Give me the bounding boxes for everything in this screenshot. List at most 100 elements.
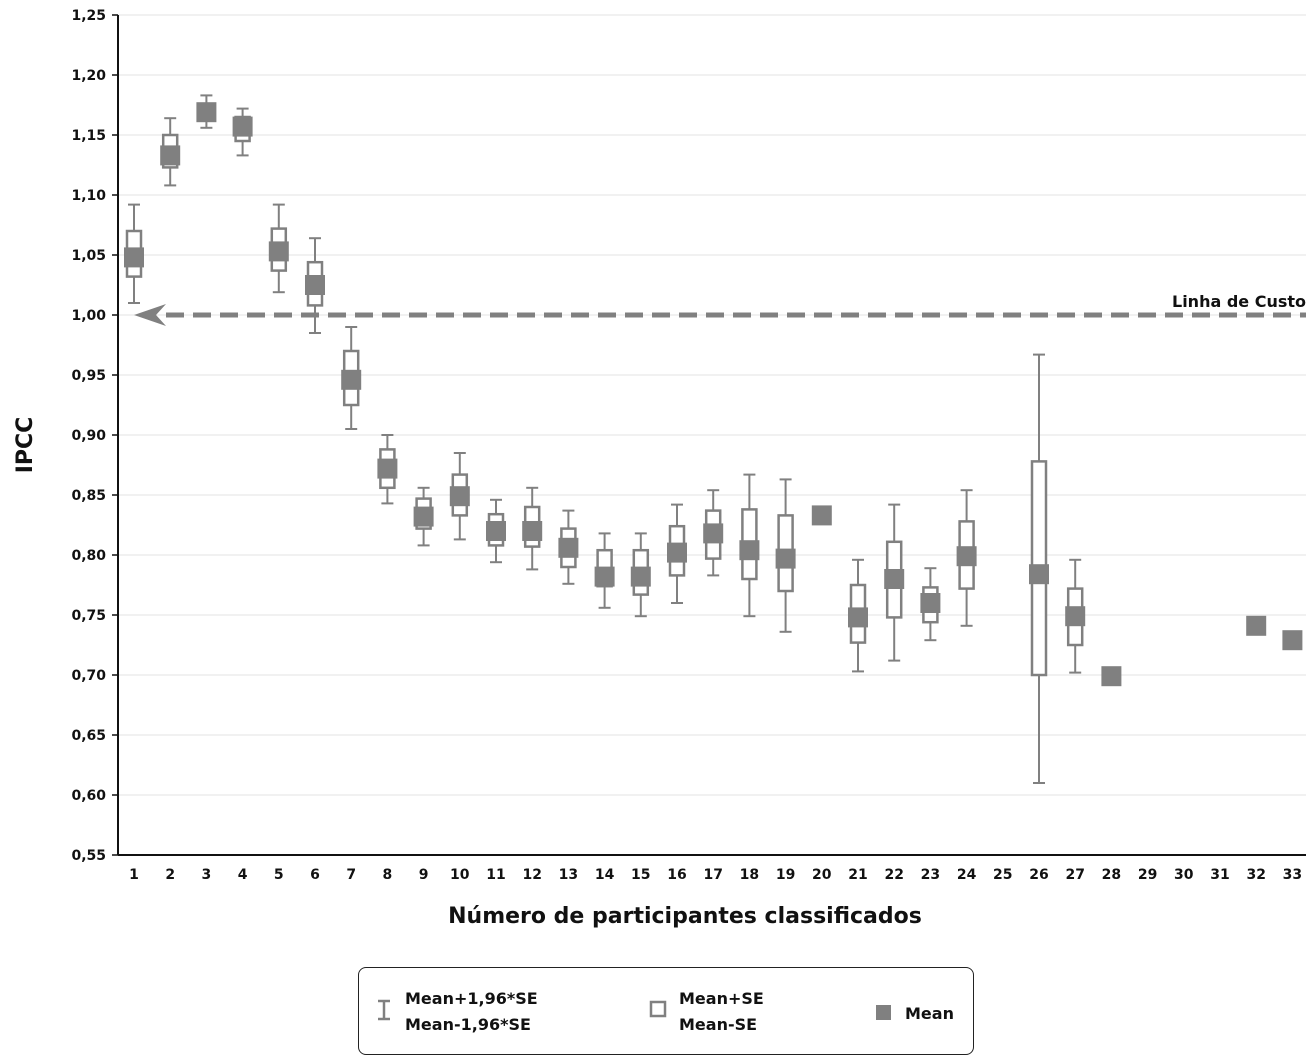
y-tick-label: 0,95	[71, 368, 106, 384]
data-point-13	[558, 509, 579, 585]
box-icon	[649, 997, 667, 1027]
x-tick-label: 12	[522, 867, 541, 883]
mean-marker	[956, 546, 977, 567]
data-point-22	[884, 503, 905, 662]
mean-marker	[703, 523, 724, 544]
legend-item-ci: Mean+1,96*SE Mean-1,96*SE	[375, 986, 538, 1038]
data-point-4	[232, 107, 253, 157]
legend: Mean+1,96*SE Mean-1,96*SE Mean+SE Mean-S…	[358, 967, 974, 1055]
x-tick-label: 10	[450, 867, 470, 883]
x-axis-label: Número de participantes classificados	[448, 904, 922, 929]
x-tick-label: 16	[667, 867, 686, 883]
legend-ci-lower: Mean-1,96*SE	[405, 1015, 531, 1034]
x-tick-label: 26	[1029, 867, 1048, 883]
whisker-icon	[375, 997, 393, 1027]
mean-marker	[594, 566, 615, 587]
mean-marker	[1282, 630, 1303, 651]
x-tick-label: 1	[129, 867, 139, 883]
x-tick-label: 14	[595, 867, 615, 883]
x-tick-label: 33	[1283, 867, 1302, 883]
y-axis-label: IPCC	[13, 417, 38, 474]
data-point-3	[196, 94, 217, 129]
x-tick-label: 13	[559, 867, 578, 883]
mean-marker	[413, 506, 434, 527]
x-tick-label: 29	[1138, 867, 1157, 883]
x-tick-label: 7	[346, 867, 356, 883]
y-tick-label: 0,90	[71, 428, 106, 444]
data-point-8	[377, 434, 398, 505]
data-point-23	[920, 567, 941, 642]
data-point-6	[305, 237, 325, 334]
x-tick-label: 20	[812, 867, 832, 883]
mean-marker	[196, 102, 217, 123]
data-point-10	[449, 452, 470, 541]
mean-marker	[775, 548, 796, 569]
reference-line	[134, 304, 1306, 326]
mean-marker	[305, 275, 325, 295]
mean-marker	[232, 116, 253, 137]
mean-marker	[630, 566, 651, 587]
x-tick-label: 2	[165, 867, 175, 883]
mean-marker	[486, 521, 506, 541]
chart: 0,55 0,60 0,65 0,70 0,75 0,80 0,85 0,90 0,95 1,00…	[13, 8, 1306, 929]
data-point-1	[124, 203, 144, 304]
legend-item-se: Mean+SE Mean-SE	[649, 986, 764, 1038]
x-tick-label: 4	[238, 867, 248, 883]
y-tick-label: 0,85	[71, 488, 106, 504]
x-tick-label: 15	[631, 867, 650, 883]
mean-marker	[341, 369, 362, 390]
x-tick-label: 11	[486, 867, 505, 883]
data-marks	[124, 94, 1303, 784]
data-point-28	[1101, 666, 1122, 687]
mean-marker	[124, 247, 144, 268]
data-point-26	[1029, 353, 1049, 784]
mean-marker	[1101, 666, 1122, 687]
mean-marker	[268, 241, 289, 262]
mean-marker	[449, 486, 470, 507]
x-tick-label: 21	[848, 867, 867, 883]
y-tick-label: 0,60	[71, 788, 106, 804]
x-tick-label: 30	[1174, 867, 1194, 883]
mean-marker	[160, 145, 181, 166]
square-icon	[875, 999, 893, 1029]
mean-marker	[522, 521, 543, 541]
data-point-14	[594, 532, 615, 609]
y-tick-label: 1,15	[71, 128, 106, 144]
y-tick-label: 1,05	[71, 248, 106, 264]
y-tick-label: 1,20	[71, 68, 106, 84]
y-tick-label: 1,00	[71, 308, 106, 324]
data-point-21	[848, 558, 868, 673]
data-point-17	[703, 489, 724, 577]
mean-marker	[848, 607, 868, 628]
x-tick-label: 31	[1210, 867, 1229, 883]
x-tick-label: 28	[1102, 867, 1121, 883]
data-point-19	[775, 478, 796, 633]
x-tick-label: 17	[703, 867, 722, 883]
arrow-left-icon	[134, 304, 166, 326]
x-tick-label: 5	[274, 867, 284, 883]
data-point-5	[268, 203, 289, 294]
x-tick-label: 8	[383, 867, 393, 883]
data-point-20	[811, 505, 832, 526]
data-point-12	[522, 486, 543, 571]
x-tick-label: 18	[740, 867, 759, 883]
data-point-11	[486, 498, 506, 564]
mean-marker	[1029, 564, 1049, 585]
legend-se-upper: Mean+SE	[679, 989, 764, 1008]
data-point-33	[1282, 630, 1303, 651]
x-tick-label: 6	[310, 867, 320, 883]
mean-marker	[920, 593, 941, 613]
y-tick-label: 0,75	[71, 608, 106, 624]
y-tick-label: 1,10	[71, 188, 106, 204]
legend-mean: Mean	[905, 1004, 954, 1023]
mean-marker	[1246, 615, 1267, 636]
y-tick-label: 0,65	[71, 728, 106, 744]
y-tick-label: 0,70	[71, 668, 106, 684]
x-tick-label: 24	[957, 867, 977, 883]
y-tick-label: 0,55	[71, 848, 106, 864]
mean-marker	[811, 505, 832, 526]
mean-marker	[558, 537, 579, 558]
legend-se-lower: Mean-SE	[679, 1015, 758, 1034]
x-tick-label: 19	[776, 867, 795, 883]
mean-marker	[739, 540, 760, 561]
